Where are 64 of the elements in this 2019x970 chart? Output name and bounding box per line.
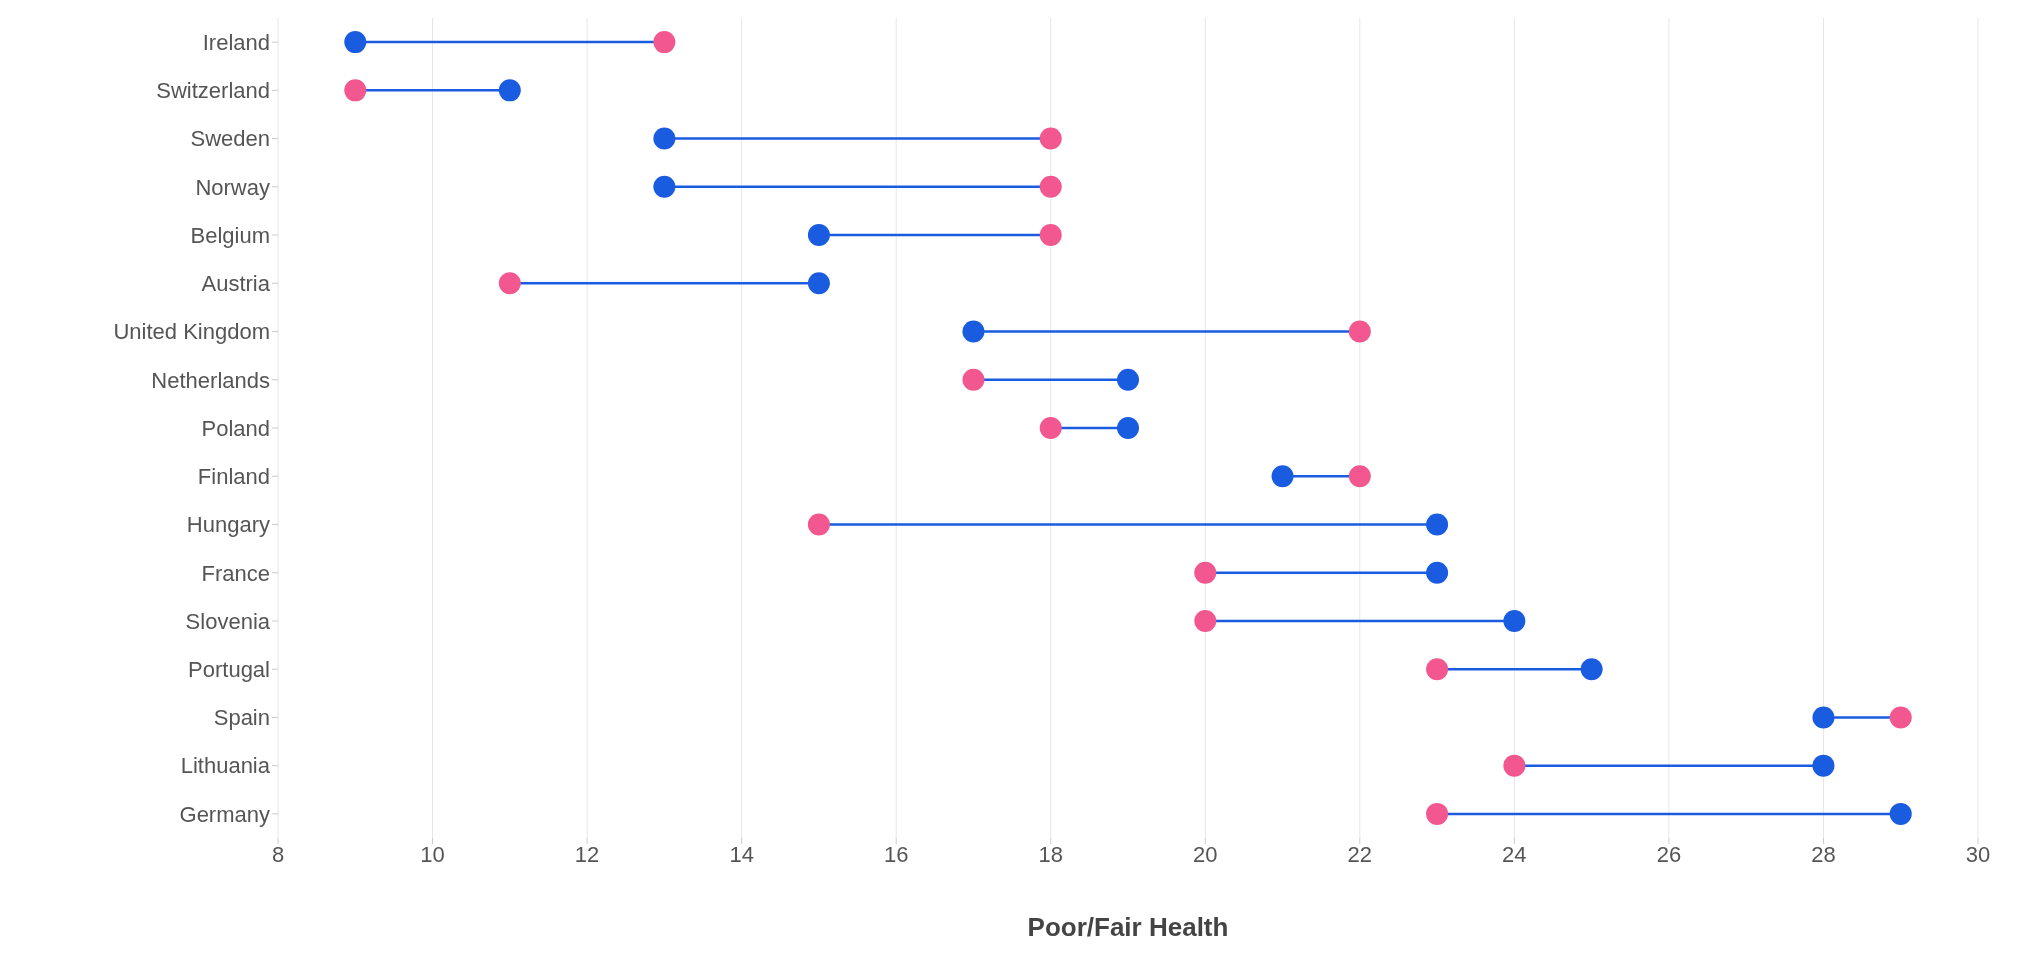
y-tick-label: Germany <box>179 801 270 827</box>
y-tick-label: Austria <box>201 271 271 297</box>
point <box>653 31 676 54</box>
y-tick-label: Spain <box>213 705 270 731</box>
point <box>807 224 830 247</box>
point <box>1039 127 1062 150</box>
x-tick-label: 14 <box>729 841 754 867</box>
x-tick-label: 26 <box>1656 841 1682 867</box>
point <box>1194 561 1217 584</box>
point <box>1117 417 1139 439</box>
point <box>1271 465 1294 488</box>
point <box>807 272 830 295</box>
y-tick-label: Portugal <box>188 656 270 682</box>
point <box>1426 561 1449 584</box>
point <box>653 175 676 198</box>
point <box>1348 320 1371 343</box>
y-tick-label: Ireland <box>202 29 270 55</box>
y-tick-label: United Kingdom <box>113 319 270 345</box>
point <box>1039 224 1062 247</box>
y-tick-label: Netherlands <box>151 367 270 393</box>
point <box>1117 368 1139 391</box>
x-tick-label: 30 <box>1965 841 1991 867</box>
y-tick-label: Hungary <box>186 512 270 538</box>
x-tick-label: 8 <box>271 841 285 867</box>
y-tick-label: Sweden <box>190 126 270 152</box>
point <box>1426 802 1449 825</box>
point <box>1889 802 1912 825</box>
point <box>1426 513 1449 536</box>
point <box>344 79 367 102</box>
x-tick-label: 22 <box>1347 841 1373 867</box>
x-tick-label: 20 <box>1193 841 1218 867</box>
x-axis-title: Poor/Fair Health <box>1027 912 1229 943</box>
point <box>1812 754 1835 777</box>
point <box>807 513 830 536</box>
point <box>1039 175 1062 198</box>
x-tick-label: 24 <box>1502 841 1527 867</box>
point <box>1889 706 1912 729</box>
y-tick-label: Poland <box>201 415 270 441</box>
x-tick-label: 28 <box>1811 841 1836 867</box>
point <box>1348 465 1371 488</box>
point <box>1812 706 1835 729</box>
x-tick-label: 12 <box>574 841 600 867</box>
point <box>498 272 521 295</box>
x-tick-label: 18 <box>1038 841 1063 867</box>
point <box>962 320 985 343</box>
point <box>1580 658 1603 681</box>
y-tick-label: France <box>201 560 270 586</box>
y-tick-label: Lithuania <box>180 753 271 779</box>
y-tick-label: Slovenia <box>185 608 271 634</box>
point <box>962 368 985 391</box>
x-tick-label: 10 <box>420 841 445 867</box>
point <box>1503 609 1526 632</box>
y-tick-label: Finland <box>197 464 270 490</box>
y-tick-label: Norway <box>195 174 270 200</box>
point <box>653 127 676 150</box>
point <box>1426 658 1449 681</box>
point <box>1039 417 1062 439</box>
point <box>344 31 367 54</box>
point <box>1503 754 1526 777</box>
point <box>1194 609 1217 632</box>
y-tick-label: Belgium <box>190 222 270 248</box>
point <box>498 79 521 102</box>
y-tick-label: Switzerland <box>156 78 270 104</box>
x-tick-label: 16 <box>883 841 909 867</box>
